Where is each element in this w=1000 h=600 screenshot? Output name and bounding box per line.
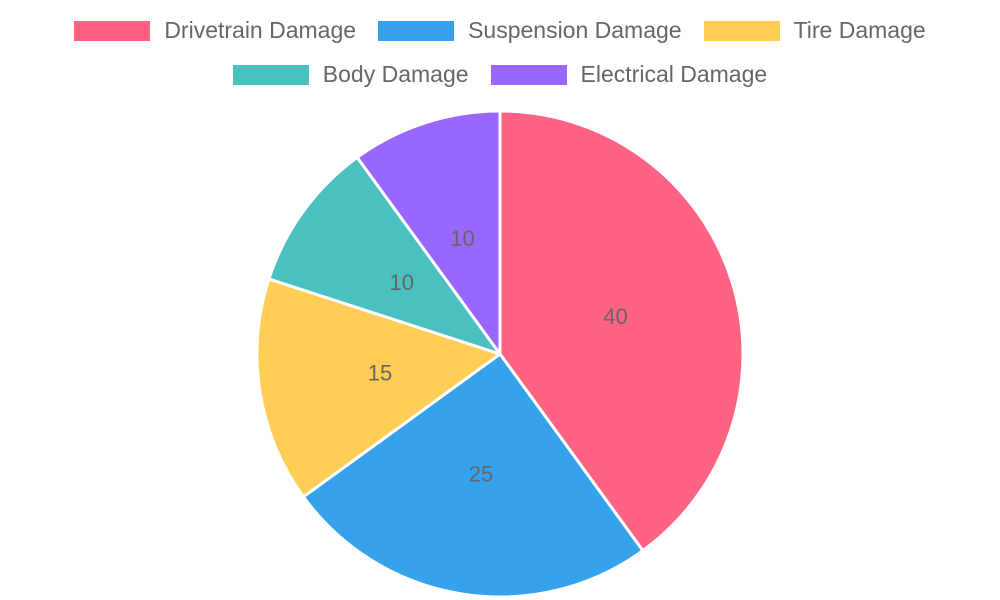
pie-slice-suspension[interactable] — [301, 352, 645, 599]
pie-slice-drivetrain[interactable] — [498, 109, 745, 553]
legend-row: Drivetrain Damage Suspension Damage Tire… — [0, 17, 1000, 44]
legend-label: Drivetrain Damage — [164, 17, 357, 43]
pie-slice-electrical[interactable] — [355, 109, 502, 356]
pie-slice-body[interactable] — [267, 155, 502, 356]
legend-swatch — [490, 64, 567, 85]
legend-item-drivetrain[interactable]: Drivetrain Damage — [74, 17, 356, 44]
slice-label-body: 10 — [389, 270, 413, 295]
legend-label: Suspension Damage — [468, 17, 682, 43]
legend-item-suspension[interactable]: Suspension Damage — [378, 17, 682, 44]
slice-label-tire: 15 — [368, 361, 392, 386]
legend-swatch — [378, 20, 455, 41]
legend-swatch — [74, 20, 151, 41]
legend-row: Body Damage Electrical Damage — [0, 61, 1000, 88]
legend-item-electrical[interactable]: Electrical Damage — [490, 61, 768, 88]
slice-label-suspension: 25 — [469, 462, 493, 487]
slice-label-electrical: 10 — [450, 226, 474, 251]
legend-swatch — [703, 20, 780, 41]
pie-slice-tire[interactable] — [255, 277, 502, 499]
legend-item-tire[interactable]: Tire Damage — [703, 17, 926, 44]
legend-swatch — [232, 64, 309, 85]
legend-item-body[interactable]: Body Damage — [232, 61, 469, 88]
slice-label-drivetrain: 40 — [603, 304, 627, 329]
legend-label: Tire Damage — [793, 17, 926, 43]
legend-label: Body Damage — [322, 61, 469, 87]
legend-label: Electrical Damage — [580, 61, 768, 87]
